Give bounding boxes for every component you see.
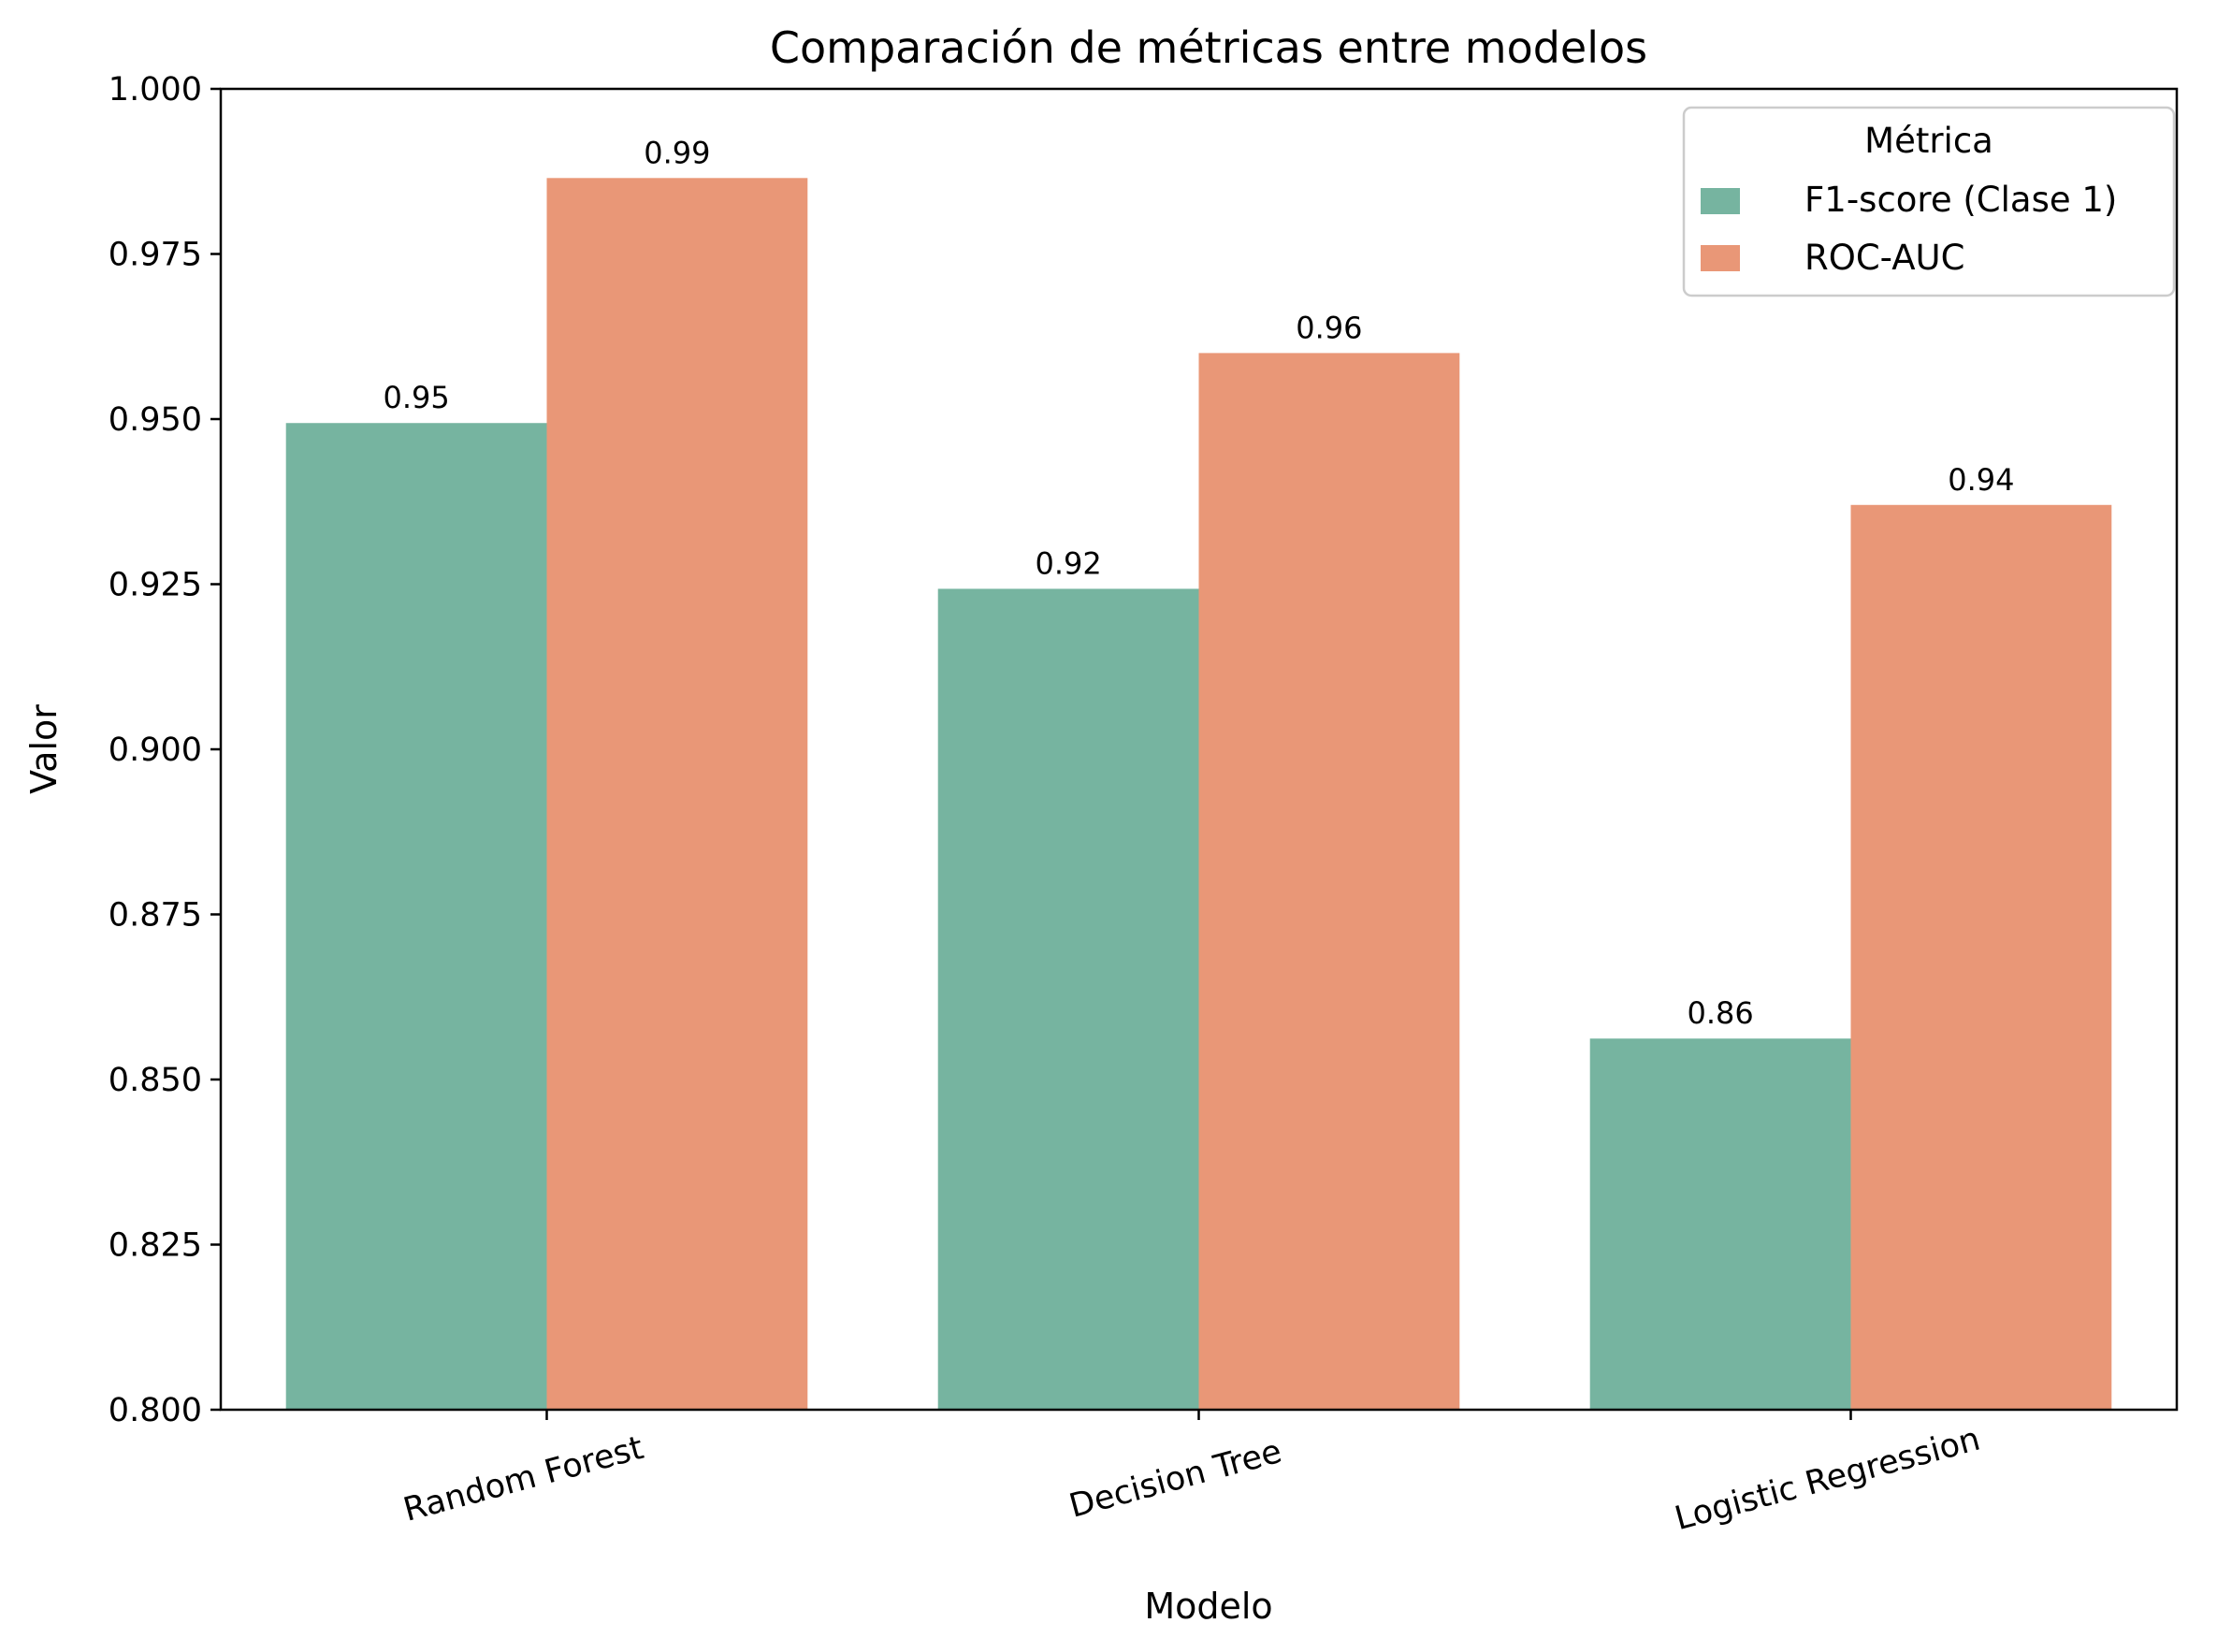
- x-tick-label-logistic-regression: Logistic Regression: [1671, 1421, 1984, 1539]
- y-tick-label: 0.950: [109, 401, 202, 439]
- legend-swatch-roc-auc: [1701, 245, 1740, 271]
- bar-f1-score-clase-1-random-forest: [285, 423, 547, 1411]
- legend-swatch-f1-score: [1701, 188, 1740, 214]
- y-tick-label: 0.875: [109, 897, 202, 935]
- x-tick-label-random-forest: Random Forest: [399, 1429, 647, 1529]
- x-axis: Random Forest Decision Tree Logistic Regre…: [399, 1410, 1984, 1538]
- y-tick-label: 0.925: [109, 567, 202, 604]
- bar-label-roc-auc-logistic-regression: 0.94: [1948, 462, 2014, 498]
- y-tick-label: 0.975: [109, 237, 202, 274]
- bar-f1-score-clase-1-decision-tree: [937, 588, 1199, 1410]
- bars-layer: [285, 178, 2112, 1411]
- x-tick-label-decision-tree: Decision Tree: [1065, 1433, 1285, 1526]
- bar-label-f1-score-clase-1-logistic-regression: 0.86: [1687, 995, 1753, 1031]
- bar-label-roc-auc-random-forest: 0.99: [644, 135, 710, 170]
- legend-label-f1-score: F1-score (Clase 1): [1804, 180, 2117, 220]
- y-axis-title: Valor: [23, 704, 65, 794]
- bar-roc-auc-random-forest: [546, 178, 808, 1410]
- legend-label-roc-auc: ROC-AUC: [1804, 238, 1964, 278]
- legend-title: Métrica: [1864, 121, 1993, 161]
- y-tick-label: 0.800: [109, 1392, 202, 1429]
- bar-roc-auc-logistic-regression: [1850, 504, 2112, 1410]
- y-tick-label: 0.900: [109, 732, 202, 769]
- y-tick-label: 0.825: [109, 1227, 202, 1265]
- x-axis-title: Modelo: [1144, 1586, 1272, 1627]
- bar-labels-layer: 0.95 0.92 0.86 0.99 0.96 0.94: [383, 135, 2014, 1031]
- legend-box: [1682, 106, 2176, 297]
- y-tick-label: 1.000: [109, 71, 202, 109]
- y-tick-label: 0.850: [109, 1062, 202, 1099]
- bar-label-roc-auc-decision-tree: 0.96: [1296, 310, 1362, 345]
- bar-label-f1-score-clase-1-random-forest: 0.95: [383, 380, 449, 415]
- chart-title: Comparación de métricas entre modelos: [770, 22, 1647, 73]
- y-axis: 0.800 0.825 0.850 0.875 0.900 0.925 0.950 0.975…: [109, 71, 221, 1429]
- bar-f1-score-clase-1-logistic-regression: [1589, 1038, 1851, 1410]
- plot-frame: [219, 87, 2179, 1412]
- bar-roc-auc-decision-tree: [1198, 353, 1460, 1410]
- legend: Métrica F1-score (Clase 1) ROC-AUC: [1682, 106, 2176, 297]
- bar-label-f1-score-clase-1-decision-tree: 0.92: [1035, 545, 1101, 581]
